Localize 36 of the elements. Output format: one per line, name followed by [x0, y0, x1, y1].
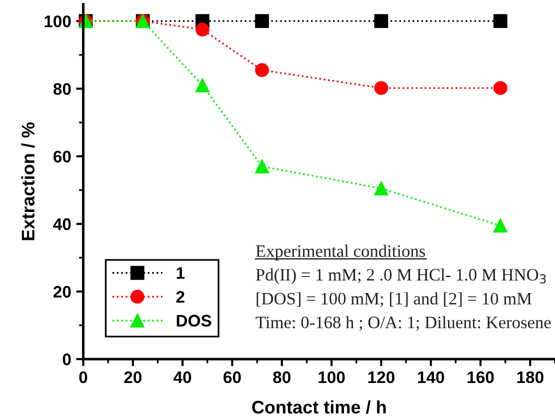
y-tick-label: 100: [44, 16, 71, 28]
x-tick-label: 120: [368, 371, 394, 384]
legend-label: DOS: [176, 314, 212, 327]
x-tick-label: 100: [318, 371, 345, 384]
y-tick-label: 40: [53, 218, 71, 230]
legend-label: 1: [176, 267, 185, 279]
x-tick-label: 160: [468, 371, 494, 384]
y-tick-label: 80: [53, 83, 71, 95]
point: [374, 181, 388, 196]
legend-label: 2: [176, 290, 184, 303]
y-tick-label: 20: [53, 286, 71, 298]
point: [493, 14, 508, 28]
annotation: Experimental conditions: [256, 244, 426, 260]
point: [374, 81, 388, 95]
annotation: Pd(II) = 1 mM; 2 .0 M HCl- 1.0 M HNO$_{3}$: [256, 268, 546, 284]
point: [255, 63, 269, 78]
y-tick-label: 0: [62, 354, 71, 366]
point: [493, 218, 508, 233]
point: [255, 14, 269, 28]
point: [493, 81, 508, 95]
point: [195, 22, 210, 36]
x-tick-label: 0: [79, 371, 88, 384]
point: [195, 78, 210, 92]
x-tick-label: 140: [418, 371, 444, 384]
point: [255, 159, 269, 174]
annotation: [DOS] = 100 mM; [1] and [2] = 10 mM: [256, 292, 532, 308]
annotation: Time: 0-168 h ; O/A: 1; Diluent: Kerosene: [256, 316, 551, 331]
y-tick-label: 60: [54, 150, 71, 163]
y-axis-title: Extraction / %: [21, 122, 35, 240]
x-tick-label: 20: [124, 371, 142, 384]
x-tick-label: 80: [273, 371, 290, 384]
x-tick-label: 60: [224, 371, 241, 384]
x-tick-label: 180: [517, 371, 544, 384]
point: [374, 14, 388, 28]
x-axis-title: Contact time / h: [252, 400, 386, 414]
x-tick-label: 40: [174, 371, 192, 384]
